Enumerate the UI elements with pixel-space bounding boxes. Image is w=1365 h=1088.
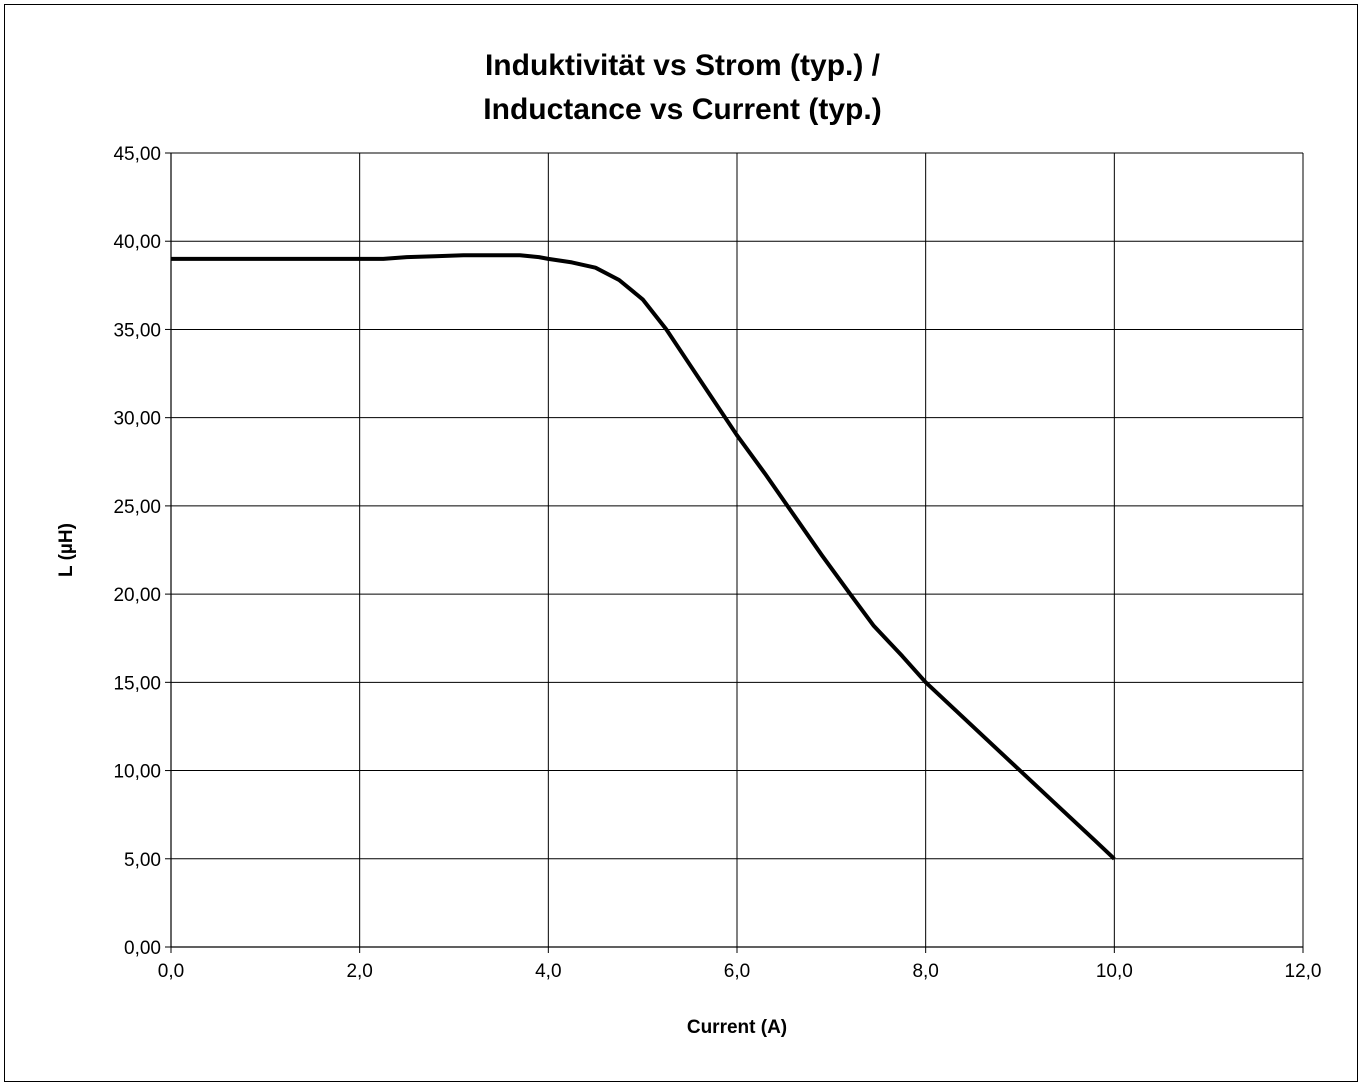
x-tick-label: 2,0 (346, 961, 372, 982)
data-point (571, 262, 572, 263)
data-point (435, 256, 436, 257)
y-tick-label: 35,00 (113, 320, 161, 341)
data-point (619, 280, 620, 281)
data-point (765, 474, 766, 475)
data-point (520, 255, 521, 256)
y-tick-label: 25,00 (113, 497, 161, 518)
series-line (171, 253, 1116, 861)
data-point (954, 708, 955, 709)
data-point (873, 625, 874, 626)
data-point (383, 258, 384, 259)
data-point (902, 655, 903, 656)
chart-title-line-2: Inductance vs Current (typ.) (483, 93, 882, 126)
x-tick-label: 4,0 (535, 961, 561, 982)
chart-area (4, 4, 1358, 1082)
x-tick-label: 8,0 (912, 961, 938, 982)
chart-title-line-1: Induktivität vs Strom (typ.) / (484, 49, 881, 82)
data-point (982, 735, 983, 736)
data-point (463, 255, 464, 256)
data-point (595, 267, 596, 268)
data-point (1114, 858, 1115, 859)
x-tick-label: 10,0 (1096, 961, 1133, 982)
x-axis-title: Current (A) (687, 1017, 787, 1038)
data-point (642, 299, 643, 300)
data-point (713, 400, 714, 401)
data-point (737, 435, 738, 436)
y-tick-label: 0,00 (124, 938, 161, 959)
y-axis-title: L (µH) (56, 523, 77, 577)
data-point (925, 682, 926, 683)
data-point (1057, 805, 1058, 806)
data-point (548, 258, 549, 259)
x-tick-label: 12,0 (1285, 961, 1322, 982)
data-point (821, 555, 822, 556)
y-tick-label: 10,00 (113, 762, 161, 783)
data-point (793, 514, 794, 515)
y-tick-label: 45,00 (113, 144, 161, 165)
x-tick-label: 6,0 (724, 961, 750, 982)
data-point (406, 257, 407, 258)
data-point (171, 258, 172, 259)
y-tick-label: 20,00 (113, 585, 161, 606)
y-tick-label: 30,00 (113, 409, 161, 430)
y-tick-label: 5,00 (124, 850, 161, 871)
x-tick-label: 0,0 (158, 961, 184, 982)
data-point (689, 364, 690, 365)
data-point (1020, 770, 1021, 771)
data-point (491, 255, 492, 256)
data-point (538, 257, 539, 258)
y-tick-label: 15,00 (113, 673, 161, 694)
data-point (850, 594, 851, 595)
y-tick-label: 40,00 (113, 232, 161, 253)
data-point (1095, 841, 1096, 842)
data-point (666, 329, 667, 330)
chart-title: Induktivität vs Strom (typ.) / Inductanc… (0, 44, 1365, 132)
